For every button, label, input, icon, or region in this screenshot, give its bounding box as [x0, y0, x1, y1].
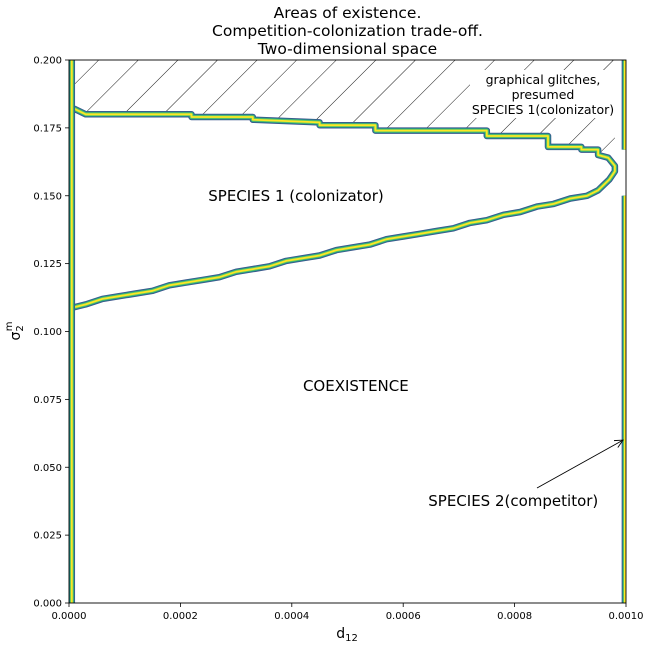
x-tick-label: 0.0006 [386, 611, 421, 622]
glitch-note-line-3: SPECIES 1(colonizator) [472, 102, 614, 117]
x-tick-label: 0.0004 [274, 611, 309, 622]
y-tick-label: 0.050 [33, 463, 62, 474]
species1-boundary-level-4 [70, 108, 616, 308]
y-axis-label-sup: m [4, 322, 15, 332]
region-labels: SPECIES 1 (colonizator) COEXISTENCE SPECIE… [208, 72, 624, 510]
glitch-note-line-2: presumed [512, 87, 575, 102]
plot-area [69, 60, 626, 603]
y-axis-ticks: 0.000 0.025 0.050 0.075 0.100 0.125 0.150 0.175… [33, 56, 69, 610]
y-tick-label: 0.200 [33, 56, 62, 67]
note-backdrop [470, 70, 616, 118]
y-tick-label: 0.000 [33, 599, 62, 610]
y-axis-label: σ2m [4, 322, 26, 341]
chart-title-line-3: Two-dimensional space [257, 40, 438, 58]
glitch-note-line-1: graphical glitches, [486, 72, 601, 87]
x-tick-label: 0.0008 [497, 611, 532, 622]
x-tick-label: 0.0002 [163, 611, 198, 622]
species2-arrow-line [536, 439, 624, 489]
label-species1: SPECIES 1 (colonizator) [208, 187, 383, 205]
x-tick-label: 0.0000 [52, 611, 87, 622]
species2-arrow-head [613, 439, 624, 448]
y-tick-label: 0.100 [33, 327, 62, 338]
y-tick-label: 0.175 [33, 123, 62, 134]
y-tick-label: 0.150 [33, 191, 62, 202]
x-tick-label: 0.0010 [609, 611, 644, 622]
x-axis-ticks: 0.0000 0.0002 0.0004 0.0006 0.0008 0.0010 [52, 603, 644, 622]
y-axis-label-sub: 2 [15, 325, 26, 331]
chart-title-line-2: Competition-colonization trade-off. [212, 22, 483, 40]
label-coexistence: COEXISTENCE [303, 377, 409, 395]
x-axis-label-main: d [336, 626, 345, 642]
label-species2: SPECIES 2(competitor) [428, 492, 598, 510]
chart-title-line-1: Areas of existence. [273, 4, 422, 22]
y-axis-label-main: σ [8, 332, 24, 341]
y-tick-label: 0.125 [33, 259, 62, 270]
x-axis-label: d12 [336, 626, 358, 644]
x-axis-label-sub: 12 [345, 633, 358, 644]
plot-frame [68, 59, 627, 604]
y-tick-label: 0.025 [33, 531, 62, 542]
y-tick-label: 0.075 [33, 395, 62, 406]
